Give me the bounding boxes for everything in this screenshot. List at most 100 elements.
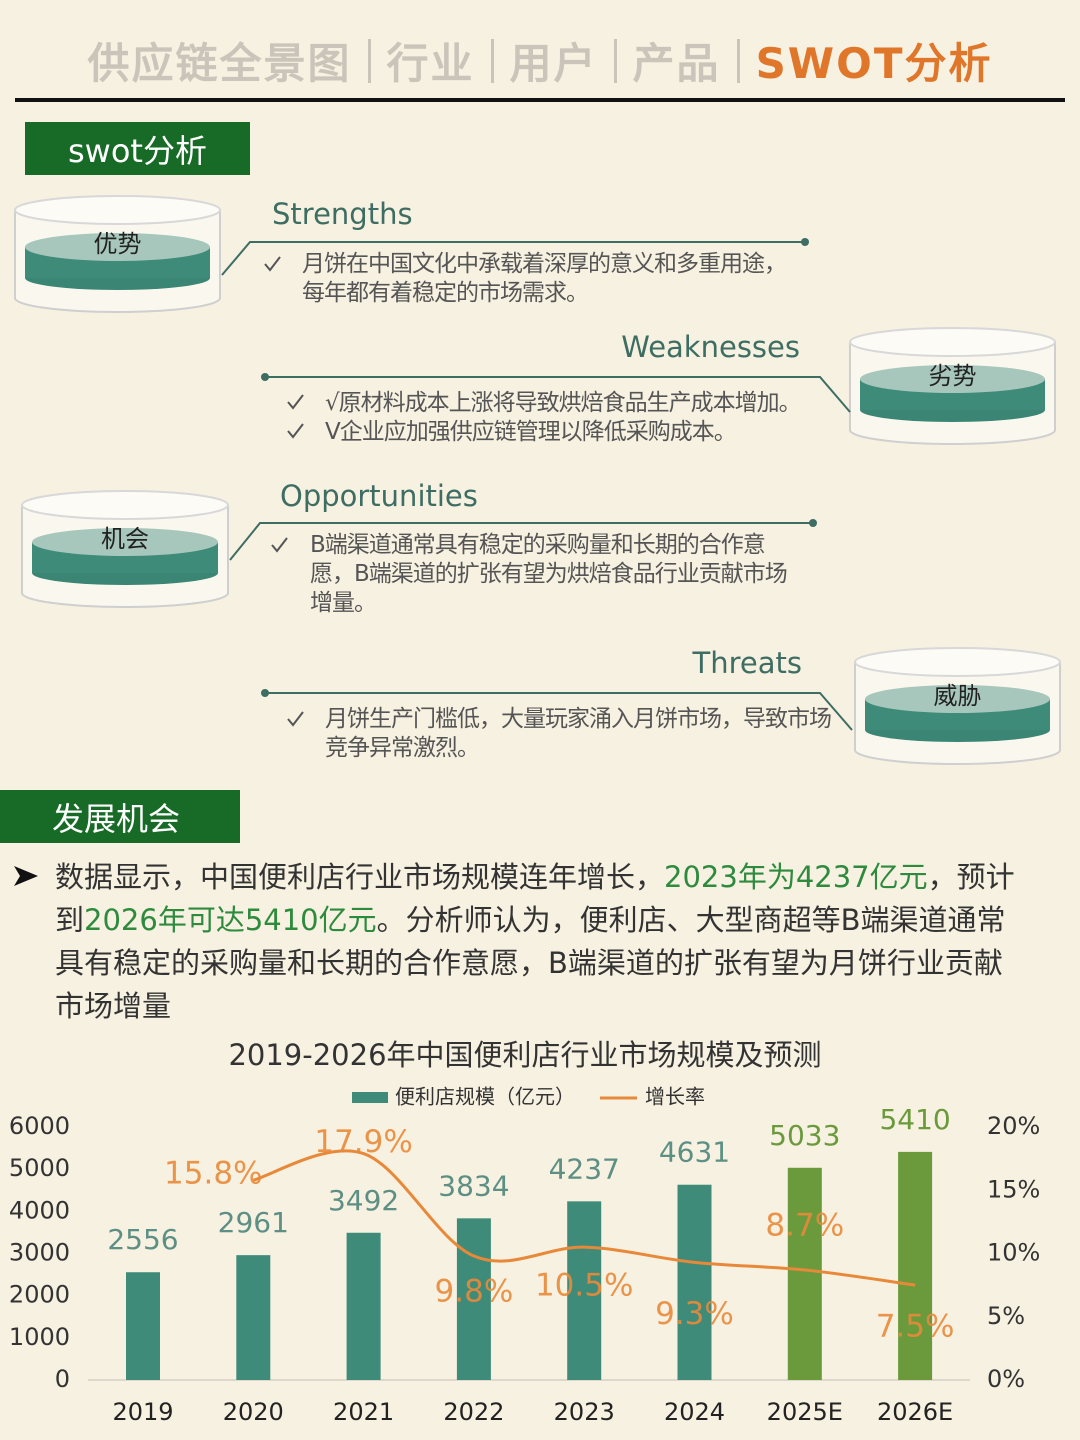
line-value-label: 7.5% [876,1309,955,1345]
swot-badge: 机会 [101,525,149,553]
separator [613,38,617,83]
cylinder-glass [854,647,1061,677]
nav-item[interactable]: 产品 [632,39,721,88]
x-tick-label: 2024 [664,1398,725,1426]
separator [490,38,494,83]
bar [787,1167,822,1380]
bar [677,1184,712,1380]
nav-item[interactable]: 用户 [509,39,598,88]
connector-dot [261,373,269,381]
line-value-label: 8.7% [765,1207,844,1243]
paragraph-text: 。分析师认为，便利店、大型商超等B端渠道通常具有稳定的采购量和长期的合作意愿，B… [55,903,1006,1023]
nav-item[interactable]: 供应链全景图 [87,39,352,88]
bar-value-label: 3492 [328,1184,399,1217]
y2-tick-label: 10% [987,1239,1040,1267]
line-value-label: 17.9% [314,1124,412,1160]
swot-point: B端渠道通常具有稳定的采购量和长期的合作意愿，B端渠道的扩张有望为烘焙食品行业贡… [310,532,788,616]
bullet-arrow [14,866,38,886]
legend-label: 增长率 [645,1085,705,1109]
bar-value-label: 5033 [769,1119,840,1152]
swot-heading: Weaknesses [621,330,800,364]
cylinder-glass [14,195,221,225]
paragraph-text: 2023年为4237亿元 [664,860,928,894]
growth-line [252,1149,916,1287]
legend-label: 便利店规模（亿元） [395,1085,575,1109]
y-tick-label: 3000 [9,1239,70,1267]
bar [346,1232,381,1380]
disc-top [865,685,1050,713]
connector [229,522,813,561]
nav: 供应链全景图 行业 用户 产品 SWOT分析 [0,30,1080,91]
swot-badge: 优势 [94,230,142,258]
swot-badge: 劣势 [929,362,977,390]
paragraph-text: 2026年可达5410亿元 [84,903,377,937]
bar [898,1151,933,1380]
nav-underline [15,98,1065,102]
swot-point: √原材料成本上涨将导致烘焙食品生产成本增加。 [325,390,802,416]
bar [456,1218,491,1380]
x-tick-label: 2021 [333,1398,394,1426]
x-tick-label: 2020 [223,1398,284,1426]
y-tick-label: 2000 [9,1281,70,1309]
connector [221,241,805,276]
x-tick-label: 2019 [112,1398,173,1426]
swot-heading: Opportunities [280,479,478,513]
y-tick-label: 5000 [9,1154,70,1182]
disc-top [860,365,1045,393]
swot-heading: Strengths [272,197,413,231]
y-tick-label: 0 [55,1365,70,1393]
check-icon [271,537,288,553]
bar [236,1255,271,1380]
connector-dot [261,689,269,697]
line-value-label: 9.3% [655,1296,734,1332]
nav-item[interactable]: 行业 [386,39,475,88]
section-title: swot分析 [25,122,250,175]
line-value-label: 15.8% [164,1156,262,1192]
disc-top [25,233,210,261]
separator [367,38,371,83]
bar-value-label: 5410 [879,1103,950,1136]
y2-tick-label: 0% [987,1365,1025,1393]
y2-tick-label: 15% [987,1175,1040,1203]
swot-point: 月饼生产门槛低，大量玩家涌入月饼市场，导致市场竞争异常激烈。 [325,706,832,761]
check-icon [264,256,281,272]
bar [567,1201,602,1380]
connector [265,692,853,731]
section-title: 发展机会 [0,790,240,843]
line-value-label: 9.8% [435,1274,514,1310]
bar [126,1272,160,1380]
nav-item[interactable]: SWOT分析 [755,39,993,88]
legend-swatch [352,1092,388,1103]
bar-value-label: 2961 [218,1206,289,1239]
line-value-label: 10.5% [535,1268,633,1304]
separator [736,38,740,83]
bar-value-label: 4237 [549,1152,620,1185]
y2-tick-label: 5% [987,1302,1025,1330]
cylinder-glass [849,327,1056,357]
chart-title: 2019-2026年中国便利店行业市场规模及预测 [228,1038,821,1072]
swot-heading: Threats [692,646,802,680]
paragraph-text: ，预计到 [55,860,1015,937]
swot-point: 月饼在中国文化中承载着深厚的意义和多重用途，每年都有着稳定的市场需求。 [302,251,787,306]
x-tick-label: 2025E [767,1398,843,1426]
y-tick-label: 6000 [9,1112,70,1140]
x-tick-label: 2026E [877,1398,953,1426]
check-icon [287,423,304,439]
disc-top [32,528,218,556]
paragraph-text: 数据显示，中国便利店行业市场规模连年增长， [55,860,665,894]
y-tick-label: 1000 [9,1323,70,1351]
x-tick-label: 2022 [443,1398,504,1426]
x-tick-label: 2023 [554,1398,615,1426]
connector-dot [801,238,809,246]
check-icon [287,711,304,727]
connector-dot [809,519,817,527]
y-tick-label: 4000 [9,1196,70,1224]
bar-value-label: 2556 [107,1223,178,1256]
swot-badge: 威胁 [934,682,982,710]
bar-value-label: 4631 [659,1136,730,1169]
cylinder-glass [21,490,229,520]
paragraph: 数据显示，中国便利店行业市场规模连年增长，2023年为4237亿元，预计到202… [55,856,1030,1028]
check-icon [287,394,304,410]
